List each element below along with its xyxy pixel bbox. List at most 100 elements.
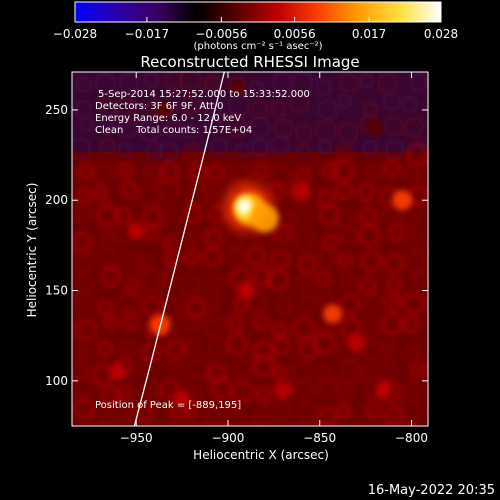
x-tick-label: −900 bbox=[211, 431, 244, 445]
texture-ring bbox=[336, 251, 354, 269]
texture-ring bbox=[181, 123, 199, 141]
texture-ring bbox=[142, 224, 161, 242]
texture-ring bbox=[247, 79, 266, 98]
texture-ring bbox=[72, 397, 96, 421]
footer-timestamp: 16-May-2022 20:35 bbox=[368, 483, 495, 498]
texture-ring bbox=[402, 291, 426, 315]
texture-ring bbox=[398, 399, 423, 423]
texture-ring bbox=[251, 353, 276, 378]
y-tick-label: 150 bbox=[45, 284, 68, 298]
texture-ring bbox=[137, 118, 162, 143]
texture-ring bbox=[317, 322, 335, 340]
texture-ring bbox=[203, 74, 221, 93]
texture-ring bbox=[95, 94, 113, 112]
texture-ring bbox=[156, 177, 181, 202]
texture-ring bbox=[381, 202, 400, 221]
peak-source bbox=[238, 199, 251, 214]
texture-ring bbox=[291, 204, 313, 226]
y-axis-title: Heliocentric Y (arcsec) bbox=[25, 183, 39, 318]
texture-ring bbox=[255, 385, 274, 404]
texture-ring bbox=[288, 91, 311, 114]
texture-ring bbox=[72, 136, 92, 161]
source-blob bbox=[375, 381, 393, 399]
texture-ring bbox=[159, 270, 177, 288]
texture-ring bbox=[335, 401, 352, 419]
texture-ring bbox=[92, 185, 110, 202]
texture-ring bbox=[181, 311, 202, 332]
texture-ring bbox=[74, 204, 93, 223]
texture-ring bbox=[223, 407, 247, 426]
texture-ring bbox=[317, 406, 339, 426]
texture-ring bbox=[410, 269, 427, 287]
texture-ring bbox=[78, 116, 95, 133]
texture-ring bbox=[400, 95, 419, 114]
texture-ring bbox=[409, 361, 427, 378]
texture-ring bbox=[226, 314, 245, 333]
texture-ring bbox=[273, 401, 294, 422]
texture-ring bbox=[253, 408, 272, 426]
colorbar-tick-label: 0.017 bbox=[352, 27, 386, 41]
texture-ring bbox=[231, 380, 255, 404]
texture-ring bbox=[182, 230, 200, 248]
x-tick-label: −950 bbox=[120, 431, 153, 445]
texture-ring bbox=[207, 163, 227, 183]
texture-ring bbox=[335, 381, 354, 400]
texture-ring bbox=[357, 72, 375, 90]
texture-ring bbox=[209, 376, 233, 400]
texture-ring bbox=[102, 314, 119, 331]
source-blob bbox=[392, 190, 413, 211]
texture-ring bbox=[117, 72, 141, 95]
x-tick-label: −800 bbox=[395, 431, 428, 445]
texture-ring bbox=[381, 340, 398, 357]
texture-ring bbox=[143, 162, 166, 185]
texture-ring bbox=[276, 297, 294, 315]
texture-ring bbox=[266, 268, 290, 292]
y-axis: 100 150 200 250 bbox=[45, 103, 428, 388]
source-blob bbox=[250, 204, 279, 233]
texture-ring bbox=[157, 140, 180, 163]
texture-ring bbox=[121, 312, 141, 331]
texture-ring bbox=[402, 163, 421, 182]
y-tick-label: 250 bbox=[45, 103, 68, 117]
texture-ring bbox=[135, 402, 156, 423]
texture-ring bbox=[334, 181, 354, 200]
texture-ring bbox=[381, 91, 402, 112]
texture-ring bbox=[100, 266, 122, 288]
texture-ring bbox=[405, 379, 423, 398]
plot-frame bbox=[71, 71, 429, 427]
texture-ring bbox=[338, 271, 355, 288]
texture-ring bbox=[74, 75, 93, 94]
source-blob bbox=[292, 182, 310, 200]
texture-ring bbox=[315, 269, 333, 287]
texture-ring bbox=[400, 211, 419, 230]
texture-ring bbox=[233, 142, 251, 160]
info-clean-counts: Clean Total counts: 1.57E+04 bbox=[95, 125, 252, 136]
texture-ring bbox=[202, 183, 220, 201]
texture-ring bbox=[93, 72, 117, 96]
texture-ring bbox=[248, 115, 272, 139]
texture-ring bbox=[116, 142, 134, 159]
texture-ring bbox=[337, 121, 360, 145]
texture-ring bbox=[336, 93, 353, 110]
texture-ring bbox=[72, 250, 94, 274]
texture-ring bbox=[269, 99, 288, 118]
x-tick-label: −850 bbox=[303, 431, 336, 445]
texture-ring bbox=[178, 274, 202, 297]
texture-ring bbox=[142, 72, 161, 89]
texture-ring bbox=[274, 223, 294, 243]
info-time-range: 5-Sep-2014 15:27:52.000 to 15:33:52.000 bbox=[98, 89, 310, 100]
texture-ring bbox=[232, 358, 254, 380]
texture-ring bbox=[181, 402, 199, 420]
x-axis: −950 −900 −850 −800 bbox=[120, 72, 428, 445]
texture-ring bbox=[96, 299, 115, 317]
source-blob bbox=[366, 119, 384, 137]
texture-ring bbox=[137, 360, 154, 377]
colorbar-tick-label: −0.017 bbox=[125, 27, 169, 41]
texture-ring bbox=[313, 331, 336, 355]
texture-ring bbox=[356, 182, 376, 202]
texture-ring bbox=[209, 137, 229, 157]
texture-ring bbox=[378, 360, 399, 382]
texture-ring bbox=[383, 139, 405, 161]
texture-ring bbox=[245, 246, 267, 267]
source-blob bbox=[323, 304, 343, 324]
